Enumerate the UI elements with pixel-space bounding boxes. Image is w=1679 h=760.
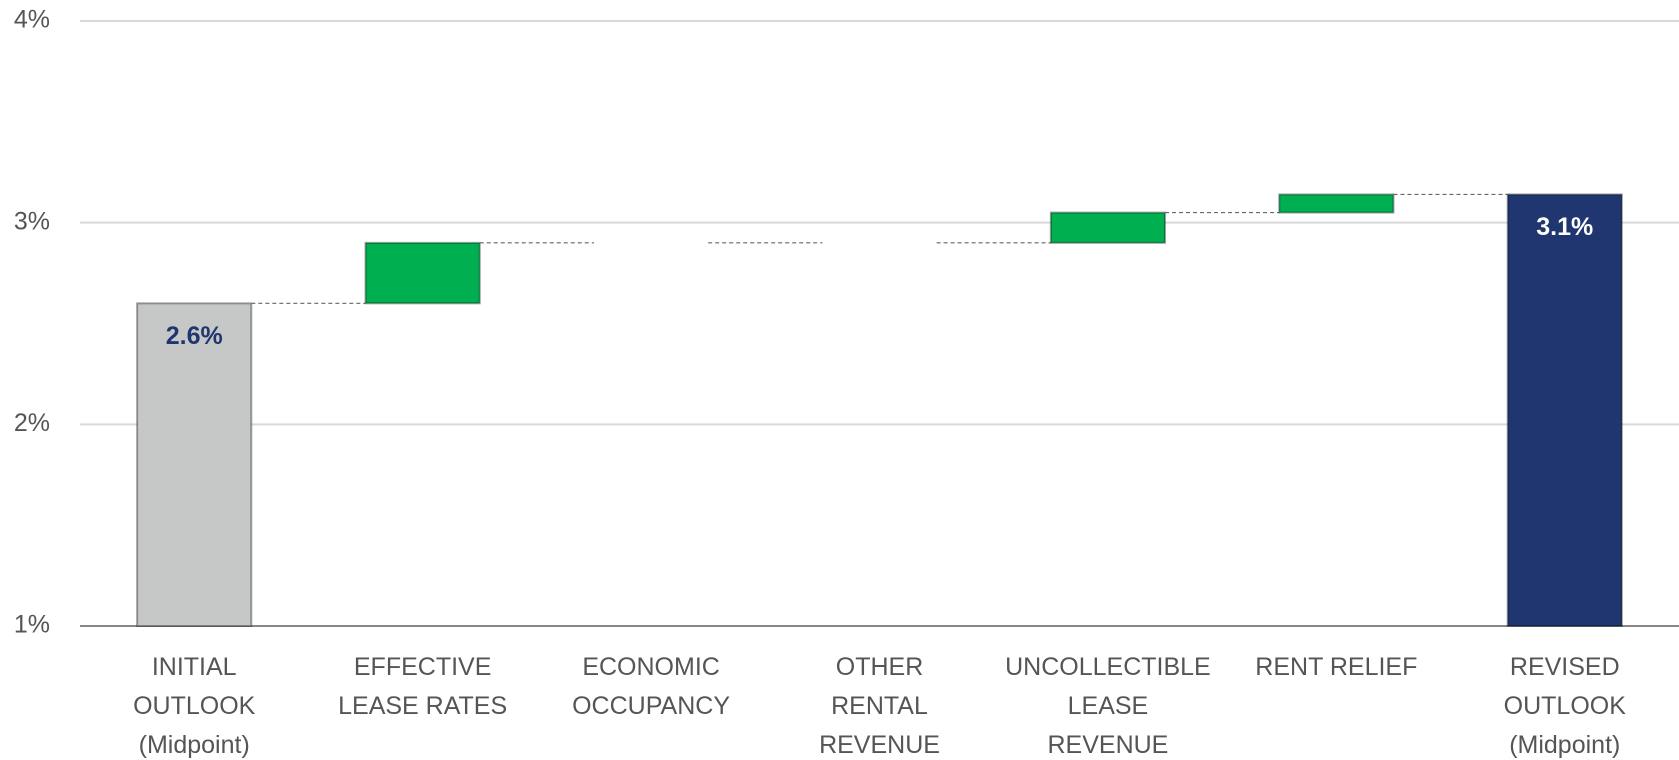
value-label: 3.1% bbox=[1536, 213, 1593, 241]
y-tick-label: 3% bbox=[14, 207, 50, 235]
y-tick-label: 1% bbox=[14, 611, 50, 639]
bar bbox=[136, 302, 253, 627]
y-tick-label: 4% bbox=[14, 6, 50, 34]
bar bbox=[364, 241, 481, 305]
x-tick-label: EFFECTIVE LEASE RATES bbox=[338, 653, 508, 720]
x-tick-label: UNCOLLECTIBLE LEASE REVENUE bbox=[1005, 653, 1211, 759]
bar bbox=[1278, 193, 1395, 214]
bar bbox=[1049, 211, 1167, 244]
x-tick-label: ECONOMIC OCCUPANCY bbox=[572, 653, 730, 720]
x-tick-label: INITIAL OUTLOOK (Midpoint) bbox=[133, 653, 256, 759]
x-tick-label: OTHER RENTAL REVENUE bbox=[819, 653, 940, 759]
x-tick-label: RENT RELIEF bbox=[1255, 653, 1418, 681]
y-tick-label: 2% bbox=[14, 409, 50, 437]
bar bbox=[1506, 193, 1623, 628]
value-label: 2.6% bbox=[166, 322, 223, 350]
x-tick-label: REVISED OUTLOOK (Midpoint) bbox=[1503, 653, 1626, 759]
